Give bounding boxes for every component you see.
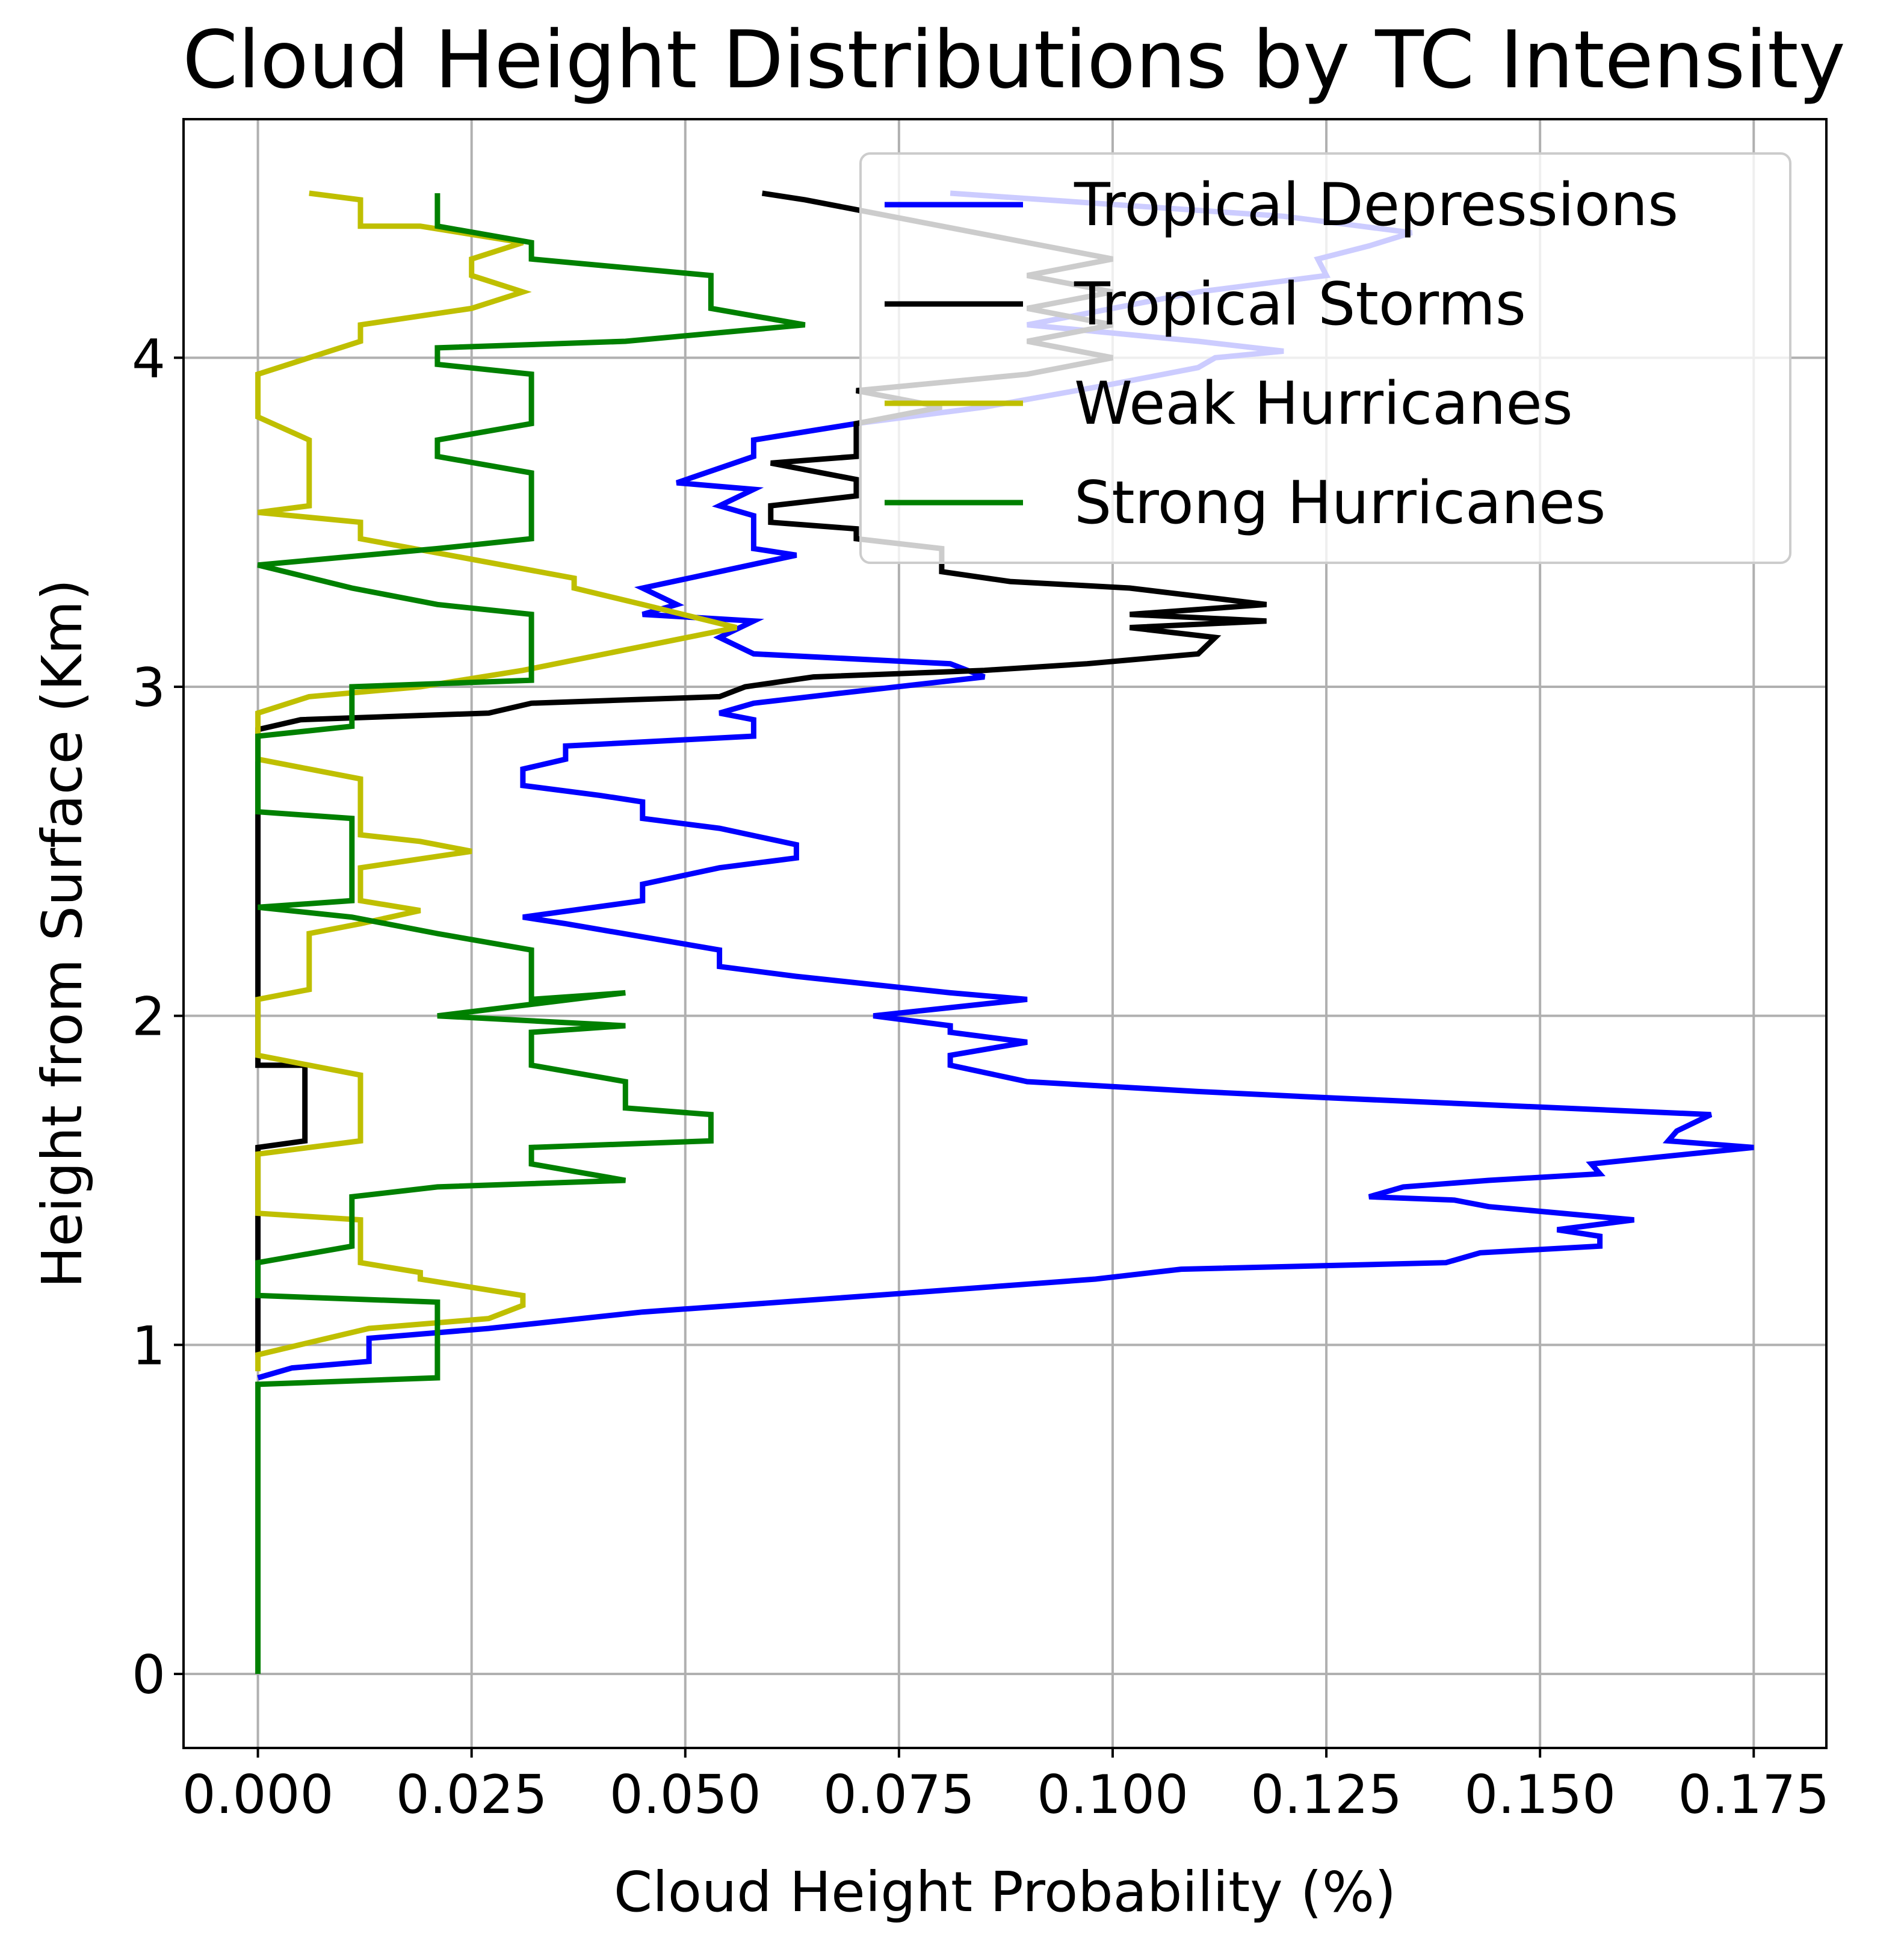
x-tick-label: 0.075 — [823, 1764, 975, 1826]
legend-label-4: Strong Hurricanes — [1074, 469, 1606, 538]
x-tick-label: 0.175 — [1678, 1764, 1829, 1826]
x-tick-label: 0.025 — [396, 1764, 548, 1826]
y-tick-label: 4 — [132, 327, 165, 389]
legend-label-1: Tropical Depressions — [1074, 171, 1678, 240]
ticks: 0.000 0.025 0.050 0.075 0.100 0.125 0.150 0.175… — [132, 327, 1829, 1826]
legend: Tropical Depressions Tropical Storms Weak … — [859, 152, 1791, 564]
x-tick-label: 0.150 — [1464, 1764, 1616, 1826]
series-line-4 — [255, 193, 806, 1674]
x-tick-label: 0.000 — [182, 1764, 334, 1826]
chart-title: Cloud Height Distributions by TC Intensi… — [182, 14, 1846, 107]
legend-label-3: Weak Hurricanes — [1074, 370, 1573, 438]
series-line-1 — [257, 190, 1754, 1381]
legend-label-2: Tropical Storms — [1074, 270, 1526, 339]
plot-frame — [182, 118, 1828, 1749]
x-tick-label: 0.125 — [1250, 1764, 1402, 1826]
legend-box — [859, 152, 1791, 564]
y-axis-label: Height from Surface (Km) — [30, 579, 94, 1288]
x-axis-label: Cloud Height Probability (%) — [614, 1860, 1396, 1924]
y-tick-label: 3 — [132, 657, 165, 719]
x-tick-label: 0.050 — [610, 1764, 761, 1826]
y-tick-label: 2 — [132, 986, 165, 1048]
y-tick-label: 0 — [132, 1644, 165, 1706]
y-tick-label: 1 — [132, 1315, 165, 1377]
x-tick-label: 0.100 — [1037, 1764, 1188, 1826]
